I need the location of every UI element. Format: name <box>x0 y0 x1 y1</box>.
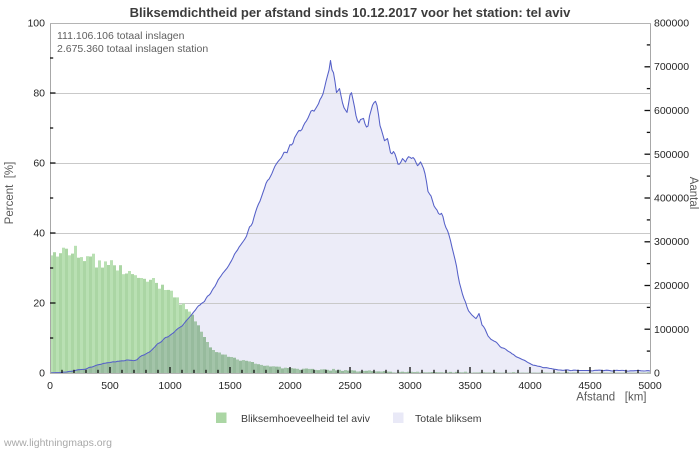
svg-text:0: 0 <box>654 368 660 380</box>
svg-text:400000: 400000 <box>654 193 689 205</box>
svg-text:0: 0 <box>39 368 45 380</box>
svg-text:20: 20 <box>33 298 45 310</box>
svg-text:600000: 600000 <box>654 105 689 117</box>
svg-text:300000: 300000 <box>654 236 689 248</box>
svg-text:500: 500 <box>101 380 119 392</box>
svg-text:100: 100 <box>27 18 45 30</box>
svg-text:0: 0 <box>47 380 53 392</box>
svg-text:Totale bliksem: Totale bliksem <box>415 413 482 425</box>
svg-text:Afstand [km]: Afstand [km] <box>576 392 646 404</box>
svg-text:500000: 500000 <box>654 149 689 161</box>
svg-text:Aantal: Aantal <box>687 177 699 210</box>
svg-text:1500: 1500 <box>218 380 242 392</box>
svg-text:700000: 700000 <box>654 61 689 73</box>
svg-text:2000: 2000 <box>278 380 302 392</box>
svg-text:3500: 3500 <box>458 380 482 392</box>
svg-text:100000: 100000 <box>654 324 689 336</box>
svg-text:111.106.106 totaal inslagen: 111.106.106 totaal inslagen <box>57 30 185 42</box>
svg-text:800000: 800000 <box>654 18 689 30</box>
svg-text:2500: 2500 <box>338 380 362 392</box>
svg-text:200000: 200000 <box>654 280 689 292</box>
svg-text:Bliksemhoeveelheid tel aviv: Bliksemhoeveelheid tel aviv <box>241 413 371 425</box>
svg-text:3000: 3000 <box>398 380 422 392</box>
svg-text:1000: 1000 <box>158 380 182 392</box>
svg-text:Percent [%]: Percent [%] <box>4 162 16 225</box>
svg-text:2.675.360 totaal inslagen stat: 2.675.360 totaal inslagen station <box>57 43 208 55</box>
svg-text:www.lightningmaps.org: www.lightningmaps.org <box>3 437 112 449</box>
svg-text:5000: 5000 <box>638 380 662 392</box>
svg-text:60: 60 <box>33 158 45 170</box>
svg-text:Bliksemdichtheid per afstand s: Bliksemdichtheid per afstand sinds 10.12… <box>130 5 571 20</box>
svg-text:4500: 4500 <box>578 380 602 392</box>
svg-text:80: 80 <box>33 88 45 100</box>
svg-text:4000: 4000 <box>518 380 542 392</box>
svg-text:40: 40 <box>33 228 45 240</box>
